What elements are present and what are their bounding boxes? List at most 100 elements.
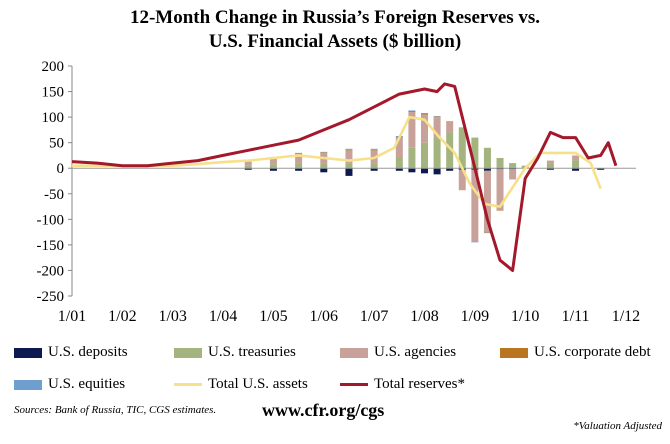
bar-equities xyxy=(483,232,491,234)
line-total_reserves xyxy=(71,82,618,272)
bar-deposits xyxy=(597,168,605,170)
bar-corporate xyxy=(471,241,479,242)
bar-treasuries xyxy=(458,127,466,169)
bar-equities xyxy=(320,151,328,153)
bar-corporate xyxy=(408,111,416,112)
bar-deposits xyxy=(546,168,554,170)
bar-deposits xyxy=(295,168,303,171)
bar-agencies xyxy=(446,122,454,133)
bar-deposits xyxy=(408,168,416,173)
bar-equities xyxy=(421,113,428,115)
valuation-note: *Valuation Adjusted xyxy=(573,420,662,432)
y-tick-label: -100 xyxy=(37,212,65,228)
legend-swatch xyxy=(174,383,202,386)
bar-treasuries xyxy=(471,137,479,169)
bar-agencies xyxy=(345,150,353,164)
y-tick-label: 150 xyxy=(42,85,65,101)
y-tick-label: -250 xyxy=(37,289,65,305)
legend-swatch xyxy=(14,379,42,390)
bar-agencies xyxy=(244,160,252,166)
bar-agencies xyxy=(433,117,441,138)
x-tick-label: 1/01 xyxy=(58,308,86,325)
bar-deposits xyxy=(509,168,517,170)
chart-title-line2: U.S. Financial Assets ($ billion) xyxy=(208,31,462,52)
bar-agencies xyxy=(471,169,479,242)
bar-agencies xyxy=(546,160,554,164)
legend-swatch xyxy=(340,347,368,358)
bar-corporate xyxy=(433,116,441,118)
chart-canvas: 200 150 100 50 0 -50 -100 -150 -200 -250 1/01 1/02 1… xyxy=(37,59,641,325)
bar-treasuries xyxy=(546,163,554,169)
bar-corporate xyxy=(446,121,454,123)
bar-treasuries xyxy=(509,163,517,169)
bar-agencies xyxy=(395,137,403,158)
source-note: Sources: Bank of Russia, TIC, CGS estima… xyxy=(14,404,217,416)
bar-treasuries xyxy=(320,163,328,169)
x-tick-label: 1/03 xyxy=(158,308,186,325)
bar-corporate xyxy=(421,114,428,115)
bar-treasuries xyxy=(244,165,252,169)
y-tick-label: -150 xyxy=(37,238,65,254)
bar-treasuries xyxy=(433,137,441,169)
legend-swatch xyxy=(340,383,368,386)
bar-corporate xyxy=(483,232,491,233)
x-tick-label: 1/07 xyxy=(360,308,388,325)
bar-deposits xyxy=(395,168,403,171)
legend-label: Total U.S. assets xyxy=(208,376,308,392)
bar-treasuries xyxy=(408,147,416,169)
y-tick-label: -50 xyxy=(44,187,64,203)
bar-equities xyxy=(408,110,416,112)
x-tick-label: 1/02 xyxy=(108,308,136,325)
bar-treasuries xyxy=(446,132,454,169)
x-tick-label: 1/11 xyxy=(562,308,590,325)
legend-swatch xyxy=(174,347,202,358)
bar-agencies xyxy=(408,112,416,148)
bar-agencies xyxy=(421,114,428,143)
bar-treasuries xyxy=(496,158,504,169)
bar-deposits xyxy=(320,168,328,173)
y-tick-label: 200 xyxy=(42,59,65,75)
bar-treasuries xyxy=(370,163,378,169)
bar-corporate xyxy=(345,149,353,151)
bar-deposits xyxy=(496,168,504,170)
bar-treasuries xyxy=(295,163,303,169)
y-tick-label: -200 xyxy=(37,263,65,279)
x-tick-label: 1/08 xyxy=(410,308,438,325)
chart-title-line1: 12-Month Change in Russia’s Foreign Rese… xyxy=(129,7,541,28)
bar-deposits xyxy=(244,168,252,170)
bar-corporate xyxy=(496,210,504,211)
bar-equities xyxy=(370,148,378,150)
y-tick-label: 0 xyxy=(57,161,65,177)
x-tick-label: 1/09 xyxy=(461,308,489,325)
bar-corporate xyxy=(295,153,303,154)
legend-item: U.S. corporate debt xyxy=(500,344,651,361)
bar-agencies xyxy=(572,155,580,161)
bar-agencies xyxy=(295,153,303,164)
bar-treasuries xyxy=(483,147,491,169)
bar-agencies xyxy=(269,158,277,165)
bar-deposits xyxy=(572,168,580,171)
bar-deposits xyxy=(370,168,378,171)
bar-corporate xyxy=(320,152,328,153)
bar-treasuries xyxy=(269,164,277,169)
legend-item: U.S. equities xyxy=(14,376,125,393)
source-url: www.cfr.org/cgs xyxy=(262,400,385,420)
bar-deposits xyxy=(269,168,277,171)
bar-deposits xyxy=(446,168,454,171)
x-tick-label: 1/12 xyxy=(612,308,640,325)
legend-item: U.S. agencies xyxy=(340,344,456,361)
legend-label: U.S. equities xyxy=(48,376,126,392)
legend-item: Total U.S. assets xyxy=(174,376,308,393)
y-tick-label: 50 xyxy=(49,136,64,152)
bar-treasuries xyxy=(395,158,403,169)
x-tick-label: 1/10 xyxy=(511,308,539,325)
bar-deposits xyxy=(483,168,491,171)
y-tick-label: 100 xyxy=(42,110,65,126)
legend-label: Total reserves* xyxy=(374,376,465,392)
x-tick-label: 1/04 xyxy=(209,308,237,325)
chart-title: 12-Month Change in Russia’s Foreign Rese… xyxy=(0,6,670,54)
legend: U.S. deposits U.S. treasuries U.S. agencie… xyxy=(0,338,670,398)
bar-corporate xyxy=(370,149,378,151)
line-total_us xyxy=(72,115,602,208)
bar-treasuries xyxy=(572,160,580,169)
